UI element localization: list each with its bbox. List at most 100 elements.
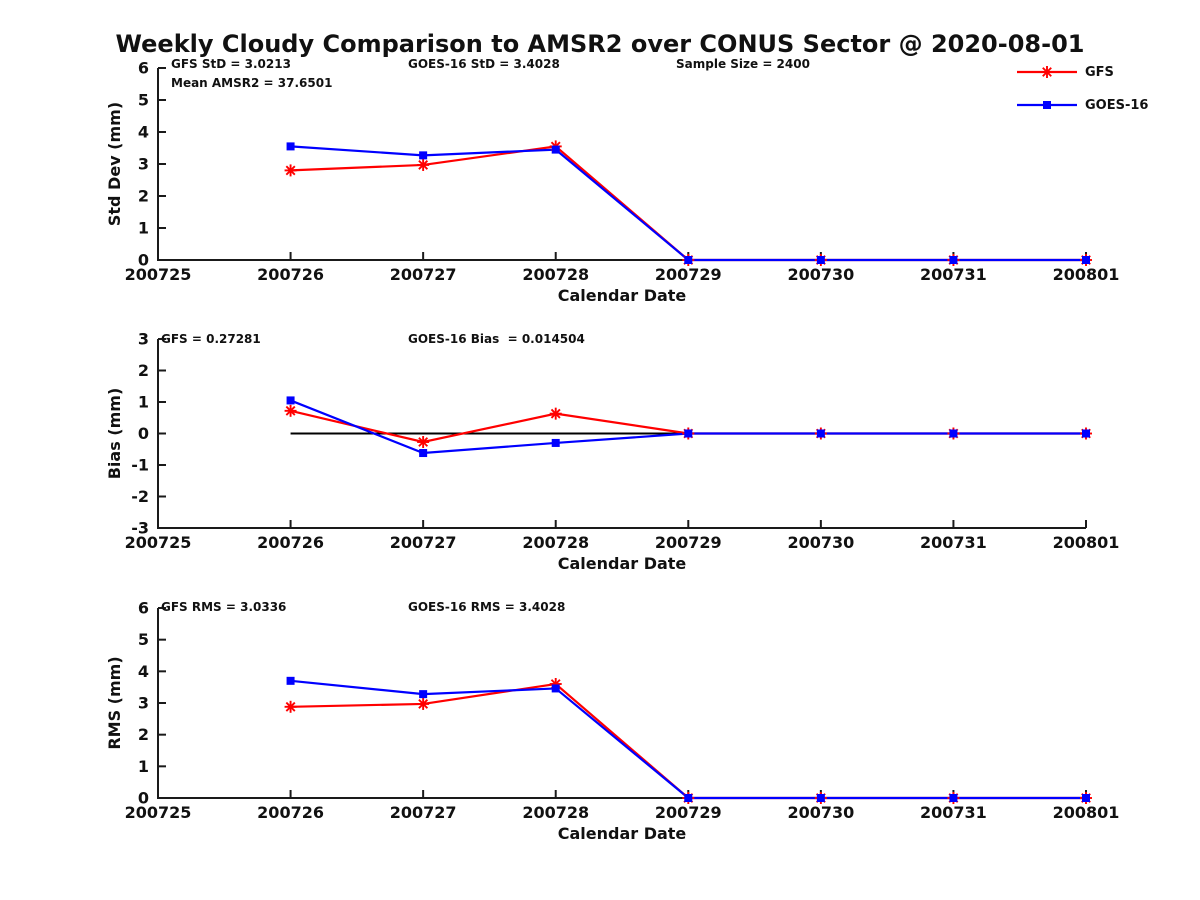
legend-asterisk-marker <box>1041 66 1053 78</box>
goes16-bias-annotation: GOES-16 Bias = 0.014504 <box>408 332 585 346</box>
x-tick-label: 200730 <box>787 803 854 822</box>
x-tick-label: 200727 <box>390 265 457 284</box>
x-tick-label: 200731 <box>920 533 987 552</box>
x-tick-label: 200729 <box>655 265 722 284</box>
y-tick-label: 0 <box>138 424 149 443</box>
y-tick-label: 0 <box>138 789 149 808</box>
gfs-rms-annotation: GFS RMS = 3.0336 <box>161 600 287 614</box>
x-axis-title: Calendar Date <box>558 286 687 305</box>
gfs-bias-annotation: GFS = 0.27281 <box>161 332 261 346</box>
y-tick-label: 2 <box>138 361 149 380</box>
x-tick-label: 200728 <box>522 265 589 284</box>
goes-16-marker <box>949 794 958 802</box>
gfs-line <box>290 682 1086 800</box>
goes-16-marker <box>816 256 825 264</box>
y-tick-label: -2 <box>131 487 149 506</box>
gfs-line <box>290 145 1086 262</box>
asterisk-stroke <box>418 437 429 447</box>
y-tick-label: 3 <box>138 330 149 349</box>
goes-16-marker <box>419 690 428 699</box>
x-tick-label: 200725 <box>125 533 192 552</box>
asterisk-stroke <box>550 408 561 419</box>
goes16-rms-annotation: GOES-16 RMS = 3.4028 <box>408 600 566 614</box>
y-tick-label: -1 <box>131 456 149 475</box>
goes-16-marker <box>419 449 428 458</box>
goes-16-marker <box>286 142 295 151</box>
x-axis-title: Calendar Date <box>558 554 687 573</box>
asterisk-stroke <box>285 405 296 416</box>
x-tick-label: 200725 <box>125 803 192 822</box>
y-tick-label: 1 <box>138 393 149 412</box>
x-tick-label: 200801 <box>1053 265 1120 284</box>
goes16-std-annotation: GOES-16 StD = 3.4028 <box>408 57 560 71</box>
y-tick-label: 4 <box>138 123 149 142</box>
goes-16-marker <box>816 429 825 438</box>
y-tick-label: 5 <box>138 91 149 110</box>
goes-16-marker <box>949 429 958 438</box>
x-tick-label: 200731 <box>920 803 987 822</box>
goes-16-marker <box>684 794 693 802</box>
goes-16-marker <box>1082 794 1090 802</box>
gfs-std-annotation: GFS StD = 3.0213 <box>171 57 291 71</box>
asterisk-stroke <box>418 699 429 709</box>
x-axis-title: Calendar Date <box>558 824 687 843</box>
gfs-marker <box>284 404 297 417</box>
y-tick-label: 2 <box>138 725 149 744</box>
gfs-marker <box>549 407 562 420</box>
gfs-marker <box>417 158 430 171</box>
x-tick-label: 200728 <box>522 533 589 552</box>
y-tick-label: 6 <box>138 599 149 618</box>
legend-square-marker <box>1043 101 1051 109</box>
goes-16-marker <box>1082 256 1090 264</box>
x-tick-label: 200730 <box>787 533 854 552</box>
y-axis-title: Bias (mm) <box>105 388 124 480</box>
y-tick-label: -3 <box>131 519 149 538</box>
gfs-line-marker-icon <box>1017 66 1077 78</box>
y-tick-label: 5 <box>138 630 149 649</box>
goes-16-marker <box>816 794 825 802</box>
asterisk-stroke <box>418 160 429 170</box>
goes16-line-marker-icon <box>1017 101 1077 109</box>
goes-16-marker <box>684 429 693 438</box>
y-tick-label: 0 <box>138 251 149 270</box>
goes-16-marker <box>551 438 560 447</box>
x-tick-label: 200730 <box>787 265 854 284</box>
y-tick-label: 3 <box>138 694 149 713</box>
legend-entry-goes16: GOES-16 <box>1016 97 1148 113</box>
subplot-std-dev-mm-: 0 1 2 3 4 5 6 200725 200726 200727 200728 200729 200… <box>105 59 1119 306</box>
y-axis-title: Std Dev (mm) <box>105 102 124 226</box>
y-tick-label: 6 <box>138 59 149 78</box>
x-tick-label: 200726 <box>257 265 324 284</box>
x-tick-label: 200725 <box>125 265 192 284</box>
goes-16-marker <box>1082 429 1090 438</box>
goes-16-marker <box>551 684 560 693</box>
gfs-marker <box>417 436 430 449</box>
goes-16-marker <box>551 145 560 154</box>
page-title: Weekly Cloudy Comparison to AMSR2 over C… <box>115 30 1085 58</box>
goes-16-line <box>290 145 1086 262</box>
sample-size-annotation: Sample Size = 2400 <box>676 57 810 71</box>
y-tick-label: 1 <box>138 219 149 238</box>
x-tick-label: 200728 <box>522 803 589 822</box>
x-tick-label: 200731 <box>920 265 987 284</box>
x-tick-label: 200727 <box>390 803 457 822</box>
gfs-marker <box>284 164 297 177</box>
x-tick-label: 200801 <box>1053 803 1120 822</box>
gfs-marker <box>417 697 430 710</box>
asterisk-stroke <box>285 701 296 712</box>
x-tick-label: 200727 <box>390 533 457 552</box>
y-axis-title: RMS (mm) <box>105 656 124 749</box>
legend-entry-gfs: GFS <box>1016 64 1148 80</box>
y-tick-label: 1 <box>138 757 149 776</box>
goes-16-marker <box>286 676 295 685</box>
legend-label-gfs: GFS <box>1085 64 1114 80</box>
asterisk-stroke <box>285 165 296 176</box>
y-tick-label: 2 <box>138 187 149 206</box>
goes-16-line <box>290 399 1086 455</box>
goes-16-marker <box>684 256 693 264</box>
x-tick-label: 200801 <box>1053 533 1120 552</box>
goes-16-line <box>290 679 1086 800</box>
y-tick-label: 3 <box>138 155 149 174</box>
x-tick-label: 200726 <box>257 533 324 552</box>
